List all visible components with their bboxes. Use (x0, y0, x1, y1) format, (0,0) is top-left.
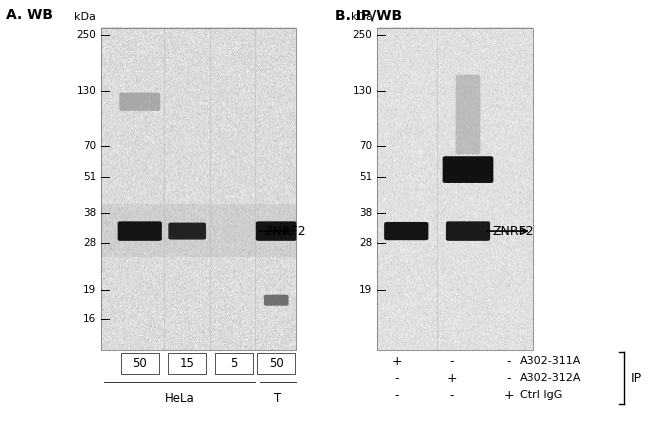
FancyBboxPatch shape (456, 75, 480, 154)
Text: 51: 51 (359, 172, 372, 182)
FancyBboxPatch shape (120, 92, 160, 111)
Text: 28: 28 (83, 237, 96, 248)
Text: -: - (450, 389, 454, 402)
Text: ZNRF2: ZNRF2 (265, 225, 306, 237)
FancyBboxPatch shape (446, 221, 490, 241)
Text: 28: 28 (359, 237, 372, 248)
FancyBboxPatch shape (384, 222, 428, 240)
Text: A302-311A: A302-311A (520, 356, 581, 366)
Bar (101, 28, 296, 350)
Text: kDa: kDa (350, 12, 372, 22)
Text: 50: 50 (269, 357, 283, 370)
Text: A. WB: A. WB (6, 8, 53, 22)
FancyBboxPatch shape (218, 225, 250, 237)
Bar (101, 204, 296, 257)
Text: 250: 250 (353, 30, 372, 40)
Text: 16: 16 (83, 314, 96, 324)
Text: kDa: kDa (74, 12, 96, 22)
Text: -: - (507, 372, 511, 385)
Bar (257, 353, 295, 374)
Text: -: - (395, 389, 398, 402)
Bar (168, 353, 206, 374)
Text: 70: 70 (359, 141, 372, 151)
Text: -: - (507, 355, 511, 368)
Text: +: + (447, 372, 457, 385)
FancyBboxPatch shape (168, 223, 206, 240)
Bar (121, 353, 159, 374)
Text: ZNRF2: ZNRF2 (493, 225, 534, 237)
Text: T: T (274, 392, 281, 405)
Text: +: + (391, 355, 402, 368)
Text: A302-312A: A302-312A (520, 373, 582, 383)
Bar (377, 28, 533, 350)
Text: 130: 130 (353, 86, 372, 96)
Text: 5: 5 (230, 357, 238, 370)
Text: 70: 70 (83, 141, 96, 151)
Text: +: + (504, 389, 514, 402)
Text: 51: 51 (83, 172, 96, 182)
Text: -: - (450, 355, 454, 368)
Text: 15: 15 (180, 357, 194, 370)
FancyBboxPatch shape (443, 156, 493, 183)
FancyBboxPatch shape (255, 221, 296, 241)
Text: 38: 38 (83, 208, 96, 218)
Text: 130: 130 (77, 86, 96, 96)
Text: 50: 50 (133, 357, 147, 370)
Text: 250: 250 (77, 30, 96, 40)
Text: 19: 19 (83, 285, 96, 296)
Text: Ctrl IgG: Ctrl IgG (520, 390, 562, 400)
Text: IP: IP (630, 372, 642, 385)
FancyBboxPatch shape (118, 221, 162, 241)
Text: -: - (395, 372, 398, 385)
Bar (215, 353, 253, 374)
FancyBboxPatch shape (264, 295, 289, 306)
Text: B. IP/WB: B. IP/WB (335, 8, 402, 22)
Text: 19: 19 (359, 285, 372, 296)
Text: 38: 38 (359, 208, 372, 218)
Text: HeLa: HeLa (165, 392, 194, 405)
